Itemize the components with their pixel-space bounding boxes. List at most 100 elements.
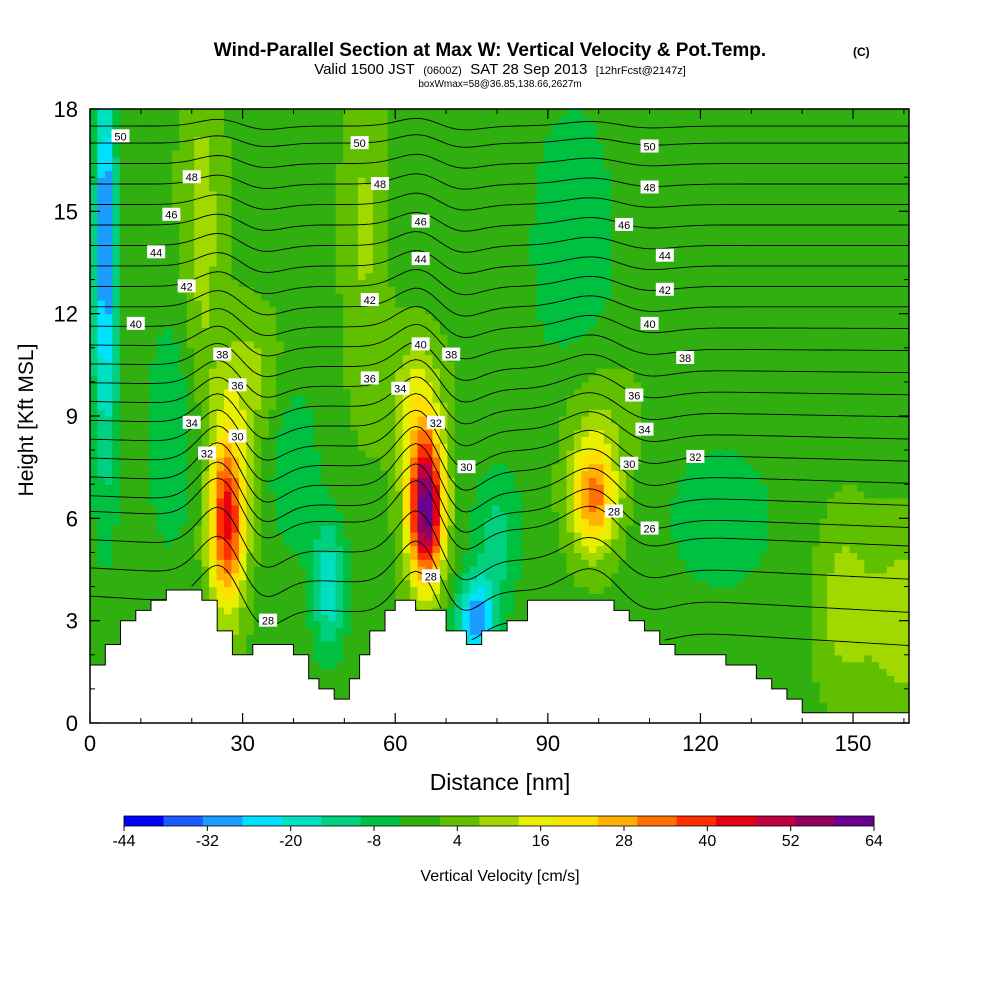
w-cell <box>350 552 359 560</box>
w-cell <box>97 279 106 287</box>
w-cell <box>246 320 255 328</box>
w-cell <box>358 286 366 294</box>
w-cell <box>484 115 493 124</box>
w-cell <box>104 218 113 226</box>
w-cell <box>484 109 493 117</box>
w-cell <box>358 272 366 281</box>
w-cell <box>372 470 381 478</box>
w-cell <box>112 456 121 465</box>
w-cell <box>157 354 165 362</box>
w-cell <box>283 361 292 369</box>
w-cell <box>335 613 344 622</box>
w-cell <box>253 381 262 390</box>
w-cell <box>492 231 501 240</box>
w-cell <box>134 572 143 581</box>
w-cell <box>477 620 486 629</box>
w-cell <box>305 525 314 533</box>
w-cell <box>246 525 255 533</box>
w-cell <box>171 190 180 199</box>
w-cell <box>350 177 359 185</box>
w-cell <box>328 572 337 581</box>
w-cell <box>410 327 419 335</box>
w-cell <box>216 470 225 478</box>
w-cell <box>276 470 285 478</box>
w-cell <box>447 566 456 574</box>
w-cell <box>246 259 255 267</box>
w-cell <box>97 115 106 124</box>
w-cell <box>454 538 463 547</box>
w-cell <box>142 218 151 226</box>
w-cell <box>387 149 396 158</box>
w-cell <box>127 245 136 253</box>
w-cell <box>395 218 404 226</box>
w-cell <box>291 613 299 622</box>
w-cell <box>238 409 247 417</box>
w-cell <box>417 538 426 547</box>
w-cell <box>380 143 389 151</box>
w-cell <box>499 470 508 478</box>
w-cell <box>454 259 463 267</box>
w-cell <box>328 477 337 485</box>
w-cell <box>380 306 389 315</box>
w-cell <box>343 381 352 390</box>
w-cell <box>97 429 106 437</box>
w-cell <box>246 395 255 403</box>
w-cell <box>261 184 270 192</box>
w-cell <box>372 409 381 417</box>
w-cell <box>268 265 277 274</box>
w-cell <box>447 259 456 267</box>
w-cell <box>112 504 121 513</box>
w-cell <box>387 245 396 253</box>
w-cell <box>186 293 195 301</box>
w-cell <box>305 497 314 506</box>
w-cell <box>484 450 493 458</box>
w-cell <box>253 395 262 403</box>
w-cell <box>454 231 463 240</box>
w-cell <box>164 197 173 206</box>
w-cell <box>246 197 255 206</box>
w-cell <box>469 416 478 424</box>
w-cell <box>372 327 381 335</box>
w-cell <box>276 402 285 410</box>
w-cell <box>119 532 128 540</box>
w-cell <box>380 279 389 287</box>
w-cell <box>164 381 173 390</box>
w-cell <box>90 559 98 567</box>
w-cell <box>380 286 389 294</box>
w-cell <box>231 122 240 130</box>
w-cell <box>335 409 344 417</box>
w-cell <box>313 190 322 199</box>
w-cell <box>298 504 307 513</box>
w-cell <box>104 586 113 594</box>
w-cell <box>127 334 136 342</box>
w-cell <box>365 429 374 437</box>
w-cell <box>380 559 389 567</box>
w-cell <box>395 586 404 594</box>
w-cell <box>492 395 501 403</box>
w-cell <box>90 375 98 383</box>
w-cell <box>268 579 277 588</box>
w-cell <box>469 491 478 499</box>
w-cell <box>372 395 381 403</box>
w-cell <box>97 238 106 246</box>
w-cell <box>216 129 225 137</box>
w-cell <box>320 613 329 622</box>
w-cell <box>499 456 508 465</box>
w-cell <box>261 504 270 513</box>
w-cell <box>97 163 106 171</box>
w-cell <box>238 497 247 506</box>
w-cell <box>291 491 299 499</box>
w-cell <box>425 470 433 478</box>
w-cell <box>179 525 188 533</box>
w-cell <box>439 470 448 478</box>
w-cell <box>97 525 106 533</box>
w-cell <box>231 149 240 158</box>
w-cell <box>492 347 501 356</box>
w-cell <box>261 313 270 322</box>
w-cell <box>335 572 344 581</box>
w-cell <box>209 368 218 376</box>
w-cell <box>268 375 277 383</box>
w-cell <box>462 347 471 356</box>
w-cell <box>119 177 128 185</box>
w-cell <box>149 272 158 281</box>
